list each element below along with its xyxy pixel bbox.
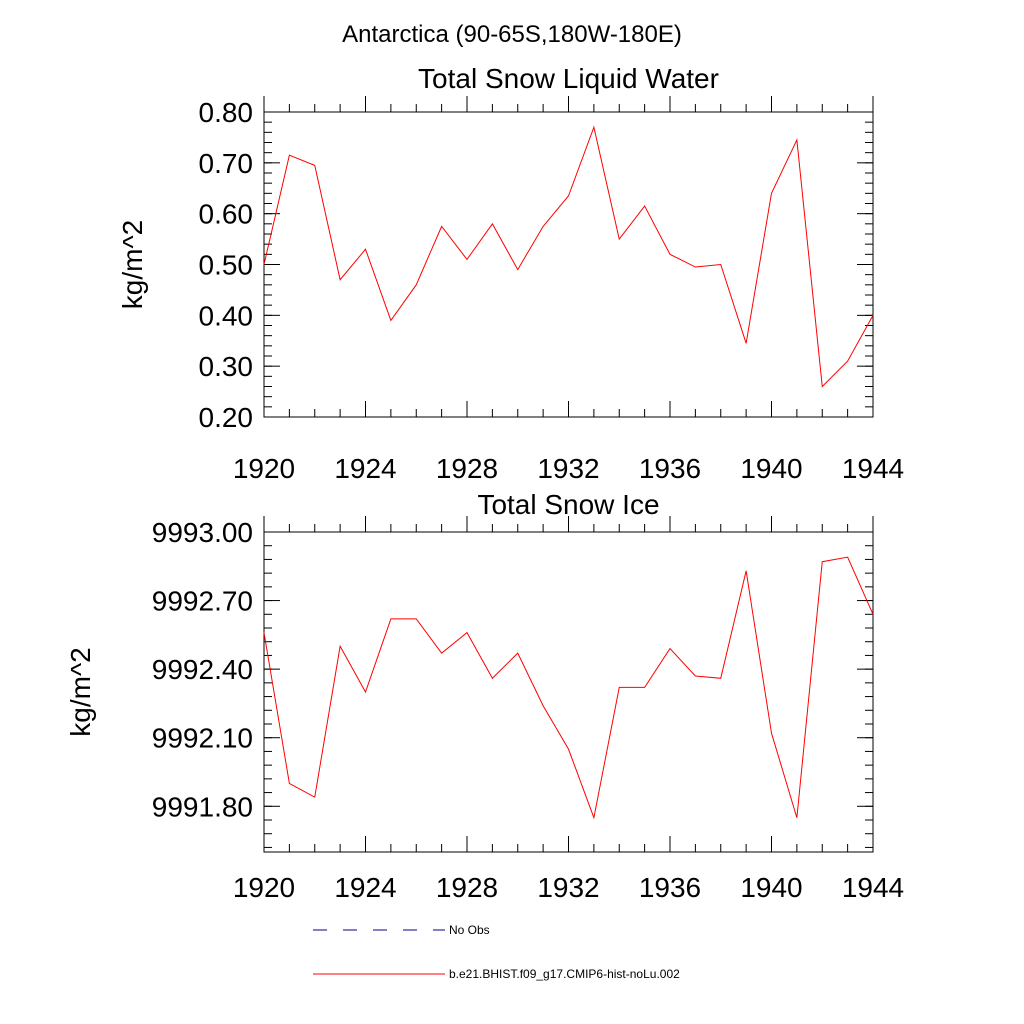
plot-frame [263, 531, 874, 853]
x-tick-label: 1936 [639, 872, 701, 903]
y-tick-label: 0.80 [199, 97, 254, 128]
x-tick-label: 1940 [740, 453, 802, 484]
x-tick-label: 1932 [537, 453, 599, 484]
y-tick-label: 0.70 [199, 148, 254, 179]
series-line [263, 125, 874, 388]
y-tick-label: 0.60 [199, 199, 254, 230]
legend-label-no-obs: No Obs [449, 923, 490, 937]
y-axis-label: kg/m^2 [117, 220, 148, 309]
y-tick-label: 9991.80 [152, 791, 253, 822]
x-tick-label: 1944 [842, 872, 904, 903]
y-tick-label: 9993.00 [152, 517, 253, 548]
chart-title: Total Snow Ice [477, 489, 659, 520]
x-tick-label: 1928 [436, 453, 498, 484]
x-tick-label: 1928 [436, 872, 498, 903]
y-tick-label: 9992.10 [152, 723, 253, 754]
x-tick-label: 1944 [842, 453, 904, 484]
figure-title: Antarctica (90-65S,180W-180E) [342, 21, 682, 48]
x-tick-label: 1924 [334, 872, 396, 903]
series-line [263, 556, 874, 820]
y-tick-label: 0.20 [199, 402, 254, 433]
y-tick-label: 9992.40 [152, 654, 253, 685]
x-tick-label: 1920 [233, 872, 295, 903]
chart-panel-snow-ice: Total Snow Ice kg/m^2 1920 1924 1928 1932 1936… [65, 489, 904, 903]
x-tick-label: 1920 [233, 453, 295, 484]
chart-title: Total Snow Liquid Water [418, 63, 719, 94]
chart-panel-liquid-water: Total Snow Liquid Water kg/m^2 1920 1924 192… [117, 63, 904, 484]
legend: No Obs b.e21.BHIST.f09_g17.CMIP6-hist-no… [313, 923, 680, 981]
y-tick-label: 9992.70 [152, 586, 253, 617]
x-tick-label: 1940 [740, 872, 802, 903]
y-axis-label: kg/m^2 [65, 647, 96, 736]
x-tick-label: 1936 [639, 453, 701, 484]
x-tick-label: 1932 [537, 872, 599, 903]
plot-frame [263, 111, 874, 418]
y-tick-label: 0.30 [199, 351, 254, 382]
legend-label-model-run: b.e21.BHIST.f09_g17.CMIP6-hist-noLu.002 [449, 967, 680, 981]
y-tick-label: 0.50 [199, 250, 254, 281]
x-tick-label: 1924 [334, 453, 396, 484]
y-tick-label: 0.40 [199, 300, 254, 331]
